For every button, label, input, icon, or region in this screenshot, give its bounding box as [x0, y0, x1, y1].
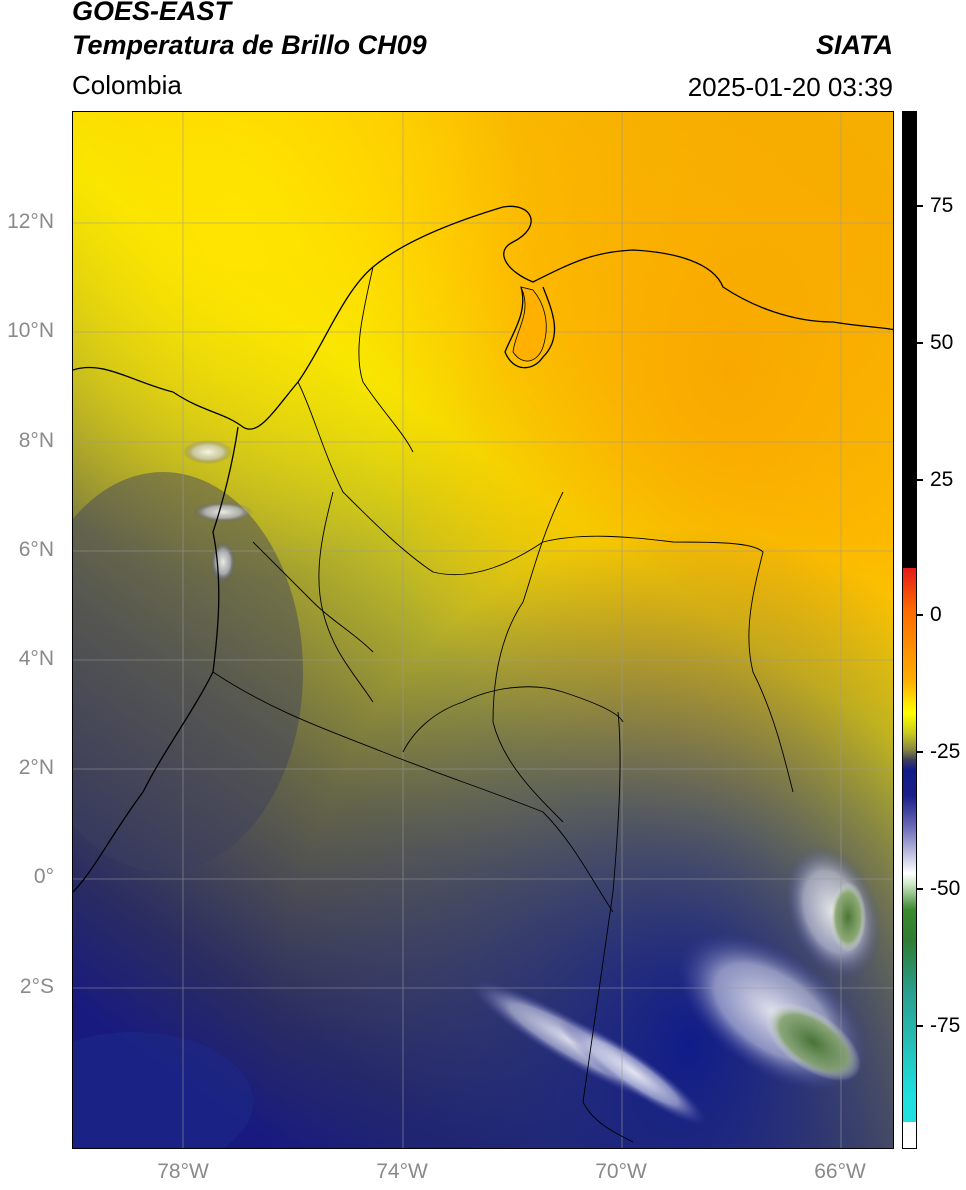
lon-label: 70°W [595, 1160, 647, 1183]
colorbar [902, 111, 917, 1149]
colorbar-tick-label: 50 [930, 331, 954, 354]
lat-label: 2°S [19, 975, 54, 998]
admin-borders [212, 266, 794, 1143]
title-satellite: GOES-EAST [72, 0, 232, 26]
colorbar-tick-label: 0 [930, 603, 942, 626]
lat-label: 6°N [18, 538, 54, 561]
lat-label: 10°N [7, 319, 54, 342]
lon-label: 74°W [376, 1160, 428, 1183]
title-product: Temperatura de Brillo CH09 [72, 30, 427, 60]
colorbar-tick-label: -75 [930, 1014, 961, 1037]
colorbar-tick-label: 25 [930, 468, 954, 491]
timestamp-label: 2025-01-20 03:39 [687, 72, 893, 102]
lat-label: 2°N [18, 756, 54, 779]
lon-label: 66°W [814, 1160, 866, 1183]
colorbar-tick-label: -50 [930, 877, 961, 900]
lat-label: 12°N [7, 210, 54, 233]
lon-label: 78°W [157, 1160, 209, 1183]
cold-cloud-region [183, 440, 882, 1126]
lat-label: 8°N [18, 429, 54, 452]
lat-label: 0° [33, 865, 54, 888]
colorbar-tick-label: 75 [930, 194, 954, 217]
graticule [73, 112, 893, 1148]
title-organization: SIATA [816, 30, 893, 60]
region-label: Colombia [72, 70, 182, 100]
satellite-map [72, 111, 894, 1149]
colorbar-tick-label: -25 [930, 740, 961, 763]
lat-label: 4°N [18, 647, 54, 670]
